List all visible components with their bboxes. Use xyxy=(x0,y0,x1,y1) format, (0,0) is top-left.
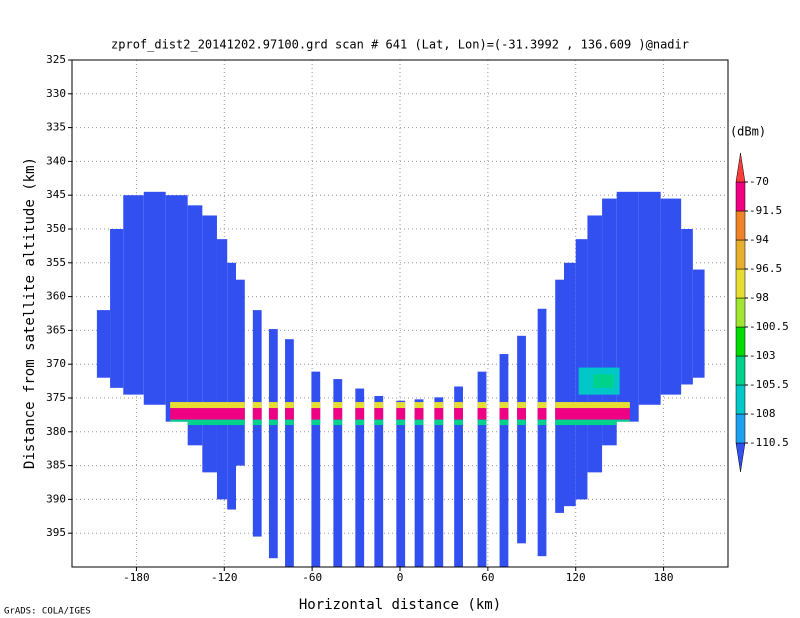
data-column xyxy=(454,386,463,567)
y-axis-label: Distance from satellite altitude (km) xyxy=(22,157,38,469)
data-column xyxy=(537,308,547,557)
colorbar-segment xyxy=(735,413,746,444)
data-column xyxy=(227,262,236,510)
data-column xyxy=(216,239,228,500)
x-tick-label: 180 xyxy=(654,571,674,584)
colorbar-label: -91.5 xyxy=(749,204,782,217)
colorbar-segment xyxy=(735,384,746,415)
x-tick-label: -120 xyxy=(211,571,238,584)
y-tick-label: 390 xyxy=(46,492,66,505)
data-column xyxy=(555,279,564,513)
data-column xyxy=(374,395,384,567)
x-tick-label: 60 xyxy=(481,571,494,584)
data-column xyxy=(692,269,705,378)
colorbar-label: -105.5 xyxy=(749,378,789,391)
data-column xyxy=(236,279,245,466)
data-column xyxy=(268,329,278,559)
data-column xyxy=(311,371,321,567)
data-layer xyxy=(593,374,614,388)
data-column xyxy=(616,191,639,422)
data-column xyxy=(564,262,576,507)
y-tick-label: 365 xyxy=(46,323,66,336)
colorbar-segment xyxy=(735,181,746,212)
footer: GrADS: COLA/IGES xyxy=(4,607,91,617)
colorbar-segment xyxy=(735,326,746,357)
data-column xyxy=(333,379,343,567)
y-tick-label: 380 xyxy=(46,425,66,438)
y-tick-label: 325 xyxy=(46,53,66,66)
colorbar-label: -94 xyxy=(749,233,769,246)
data-column xyxy=(414,399,424,567)
y-tick-label: 395 xyxy=(46,526,66,539)
x-axis-label: Horizontal distance (km) xyxy=(299,597,501,613)
y-tick-label: 370 xyxy=(46,357,66,370)
y-tick-label: 385 xyxy=(46,459,66,472)
data-column xyxy=(187,205,203,446)
data-column xyxy=(434,397,444,567)
y-tick-label: 355 xyxy=(46,256,66,269)
data-column xyxy=(681,229,693,385)
data-column xyxy=(499,354,509,567)
data-column xyxy=(638,191,661,405)
x-tick-label: 120 xyxy=(566,571,586,584)
colorbar-segment xyxy=(735,268,746,299)
colorbar-label: -103 xyxy=(749,349,776,362)
x-tick-label: 0 xyxy=(397,571,404,584)
data-column xyxy=(165,195,188,422)
colorbar-segment xyxy=(735,355,746,386)
y-tick-label: 350 xyxy=(46,222,66,235)
y-tick-label: 345 xyxy=(46,188,66,201)
colorbar-label: -110.5 xyxy=(749,436,789,449)
y-tick-label: 360 xyxy=(46,290,66,303)
colorbar-segment xyxy=(735,210,746,241)
data-column xyxy=(202,215,217,473)
chart-title: zprof_dist2_20141202.97100.grd scan # 64… xyxy=(111,38,689,52)
colorbar-segment xyxy=(735,239,746,270)
colorbar-label: -108 xyxy=(749,407,776,420)
data-column xyxy=(285,339,294,567)
colorbar-label: -98 xyxy=(749,291,769,304)
colorbar-title: (dBm) xyxy=(730,125,766,139)
colorbar-segment xyxy=(735,297,746,328)
data-column xyxy=(355,388,365,567)
data-column xyxy=(660,198,682,395)
colorbar-label: -100.5 xyxy=(749,320,789,333)
data-column xyxy=(123,195,144,395)
y-tick-label: 375 xyxy=(46,391,66,404)
colorbar-label: -70 xyxy=(749,175,769,188)
y-tick-label: 335 xyxy=(46,121,66,134)
data-column xyxy=(143,191,166,405)
layers xyxy=(170,367,630,426)
x-tick-label: -60 xyxy=(302,571,322,584)
data-column xyxy=(96,310,111,378)
data-layer xyxy=(170,408,630,420)
data-column xyxy=(587,215,603,473)
plot-frame xyxy=(71,59,729,568)
colorbar-segment xyxy=(735,152,746,183)
colorbar-label: -96.5 xyxy=(749,262,782,275)
data-column xyxy=(477,371,487,567)
x-tick-label: -180 xyxy=(123,571,150,584)
data-layer xyxy=(170,402,630,409)
y-tick-label: 340 xyxy=(46,154,66,167)
data-column xyxy=(396,400,406,567)
data-column xyxy=(517,335,526,544)
data-layer xyxy=(170,419,630,426)
y-tick-label: 330 xyxy=(46,87,66,100)
data-column xyxy=(110,229,124,388)
